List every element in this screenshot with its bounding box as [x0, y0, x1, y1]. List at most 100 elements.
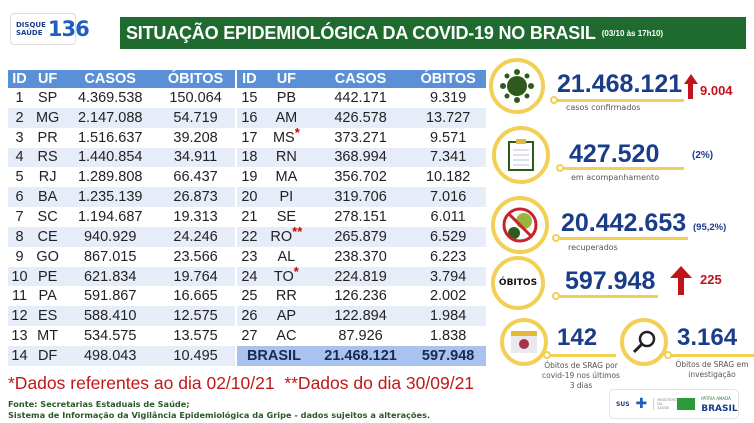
- uf-cell: RR: [262, 286, 311, 306]
- cell-text: 442.171: [334, 89, 387, 106]
- source: Fonte: Secretarias Estaduais de Saúde; Si…: [8, 399, 430, 421]
- cell-text: AL: [277, 248, 296, 265]
- cell-text: 6.529: [429, 228, 467, 245]
- cell-text: ES: [37, 308, 58, 325]
- deaths-cell: 39.208: [156, 128, 235, 148]
- cases-cell: 442.171: [311, 88, 410, 108]
- cell-text: AM: [275, 109, 298, 126]
- monitoring-value: 427.520: [569, 140, 660, 168]
- table-row: 20 PI 319.706 7.016: [237, 187, 486, 208]
- cell-text: TO: [273, 268, 294, 285]
- cases-cell: 591.867: [64, 286, 156, 306]
- cell-text: 16.665: [173, 288, 218, 305]
- confirmed-label: casos confirmados: [566, 103, 641, 112]
- cell-text: RO: [270, 228, 293, 245]
- uf-cell: AM: [261, 107, 311, 128]
- cell-text: 3: [15, 129, 24, 146]
- uf-cell: CE: [30, 226, 65, 247]
- id-cell: 4: [8, 147, 31, 168]
- deaths-cell: 13.727: [410, 107, 486, 128]
- cell-text: AP: [276, 308, 297, 325]
- id-cell: 18: [237, 147, 262, 168]
- cell-text: PI: [279, 189, 294, 206]
- deaths-cell: 66.437: [156, 167, 235, 187]
- cell-text: 24: [241, 268, 258, 285]
- cell-text: 87.926: [338, 328, 383, 345]
- cell-text: RS: [37, 149, 58, 166]
- id-cell: 11: [8, 286, 31, 306]
- cell-text: 17: [241, 129, 258, 146]
- cell-text: 126.236: [334, 288, 387, 305]
- cell-text: 6.223: [429, 248, 467, 265]
- sus-cross-icon: ✚: [635, 396, 648, 412]
- cases-cell: 1.289.808: [64, 167, 156, 187]
- cell-text: 1.984: [429, 308, 467, 325]
- cases-cell: 621.834: [64, 266, 157, 287]
- confirmed-value: 21.468.121: [557, 70, 683, 98]
- id-cell: 9: [8, 247, 31, 267]
- srag-investigation-label: Óbitos de SRAG em investigação: [675, 360, 749, 379]
- cases-cell: 238.370: [311, 247, 410, 267]
- id-cell: 15: [237, 88, 262, 108]
- cell-text: MT: [37, 328, 59, 345]
- table-row: 9 GO 867.015 23.566: [8, 247, 235, 267]
- id-cell: 22: [237, 226, 262, 247]
- column-header: ID: [8, 70, 31, 88]
- deaths-cell: 16.665: [156, 286, 235, 306]
- table-row: 3 PR 1.516.637 39.208: [8, 128, 235, 148]
- cell-text: MS: [272, 129, 295, 146]
- id-cell: 24: [237, 266, 262, 287]
- id-cell: 14: [8, 345, 31, 366]
- deaths-cell: 1.984: [410, 306, 486, 327]
- cell-text: RR: [275, 288, 297, 305]
- id-cell: 25: [237, 286, 262, 306]
- cell-text: SE: [276, 208, 297, 225]
- table-row: 26 AP 122.894 1.984: [237, 306, 486, 327]
- id-cell: 13: [8, 326, 31, 346]
- cell-text: 6.011: [430, 208, 466, 225]
- cases-cell: 534.575: [64, 326, 156, 346]
- footnote-marker: **: [292, 223, 303, 239]
- cell-text: 19.313: [173, 208, 218, 225]
- total-deaths: 597.948: [410, 345, 486, 366]
- footnote-2: **Dados do dia 30/09/21: [284, 373, 475, 393]
- cell-text: 9: [15, 248, 24, 265]
- cell-text: BA: [37, 189, 58, 206]
- confirmed-delta: 9.004: [700, 83, 733, 98]
- uf-cell: AC: [262, 326, 311, 346]
- deaths-cell: 7.341: [410, 147, 486, 168]
- cell-text: 2.147.088: [77, 109, 143, 126]
- cell-text: CE: [37, 228, 58, 245]
- cell-text: 2.002: [429, 288, 467, 305]
- uf-cell: ES: [30, 306, 65, 327]
- cell-text: DF: [37, 347, 58, 364]
- cell-text: 356.702: [334, 169, 387, 186]
- deaths-cell: 6.529: [410, 226, 486, 247]
- deaths-cell: 1.838: [410, 326, 486, 346]
- virus-icon: [489, 58, 545, 114]
- id-cell: 2: [8, 107, 31, 128]
- cell-text: RJ: [38, 169, 57, 186]
- no-virus-icon: [491, 196, 549, 254]
- cell-text: PA: [38, 288, 57, 305]
- cell-text: 265.879: [334, 228, 387, 245]
- cell-text: 13.575: [173, 328, 218, 345]
- footnote-marker: *: [293, 263, 299, 279]
- cases-cell: 126.236: [311, 286, 410, 306]
- deaths-badge: ÓBITOS: [491, 256, 545, 310]
- disque-saude-logo: DISQUE SAÚDE 136: [10, 13, 90, 45]
- cell-text: 1.440.854: [77, 149, 143, 166]
- cell-text: 7.016: [429, 189, 467, 206]
- government-logos: SUS ✚ MINISTÉRIO DA SAÚDE PÁTRIA AMADA BR…: [609, 389, 739, 419]
- cell-text: 15: [241, 89, 258, 106]
- uf-cell: PA: [31, 286, 64, 306]
- column-header: ÓBITOS: [410, 70, 486, 88]
- cell-text: 10.495: [173, 347, 218, 364]
- cell-text: 3.794: [429, 268, 467, 285]
- source-line-2: Sistema de Informação da Vigilância Epid…: [8, 410, 431, 420]
- table-row: 27 AC 87.926 1.838: [237, 326, 486, 346]
- cell-text: 39.208: [173, 129, 218, 146]
- cell-text: PE: [37, 268, 58, 285]
- cell-text: 591.867: [83, 288, 137, 305]
- cases-cell: 368.994: [310, 147, 411, 168]
